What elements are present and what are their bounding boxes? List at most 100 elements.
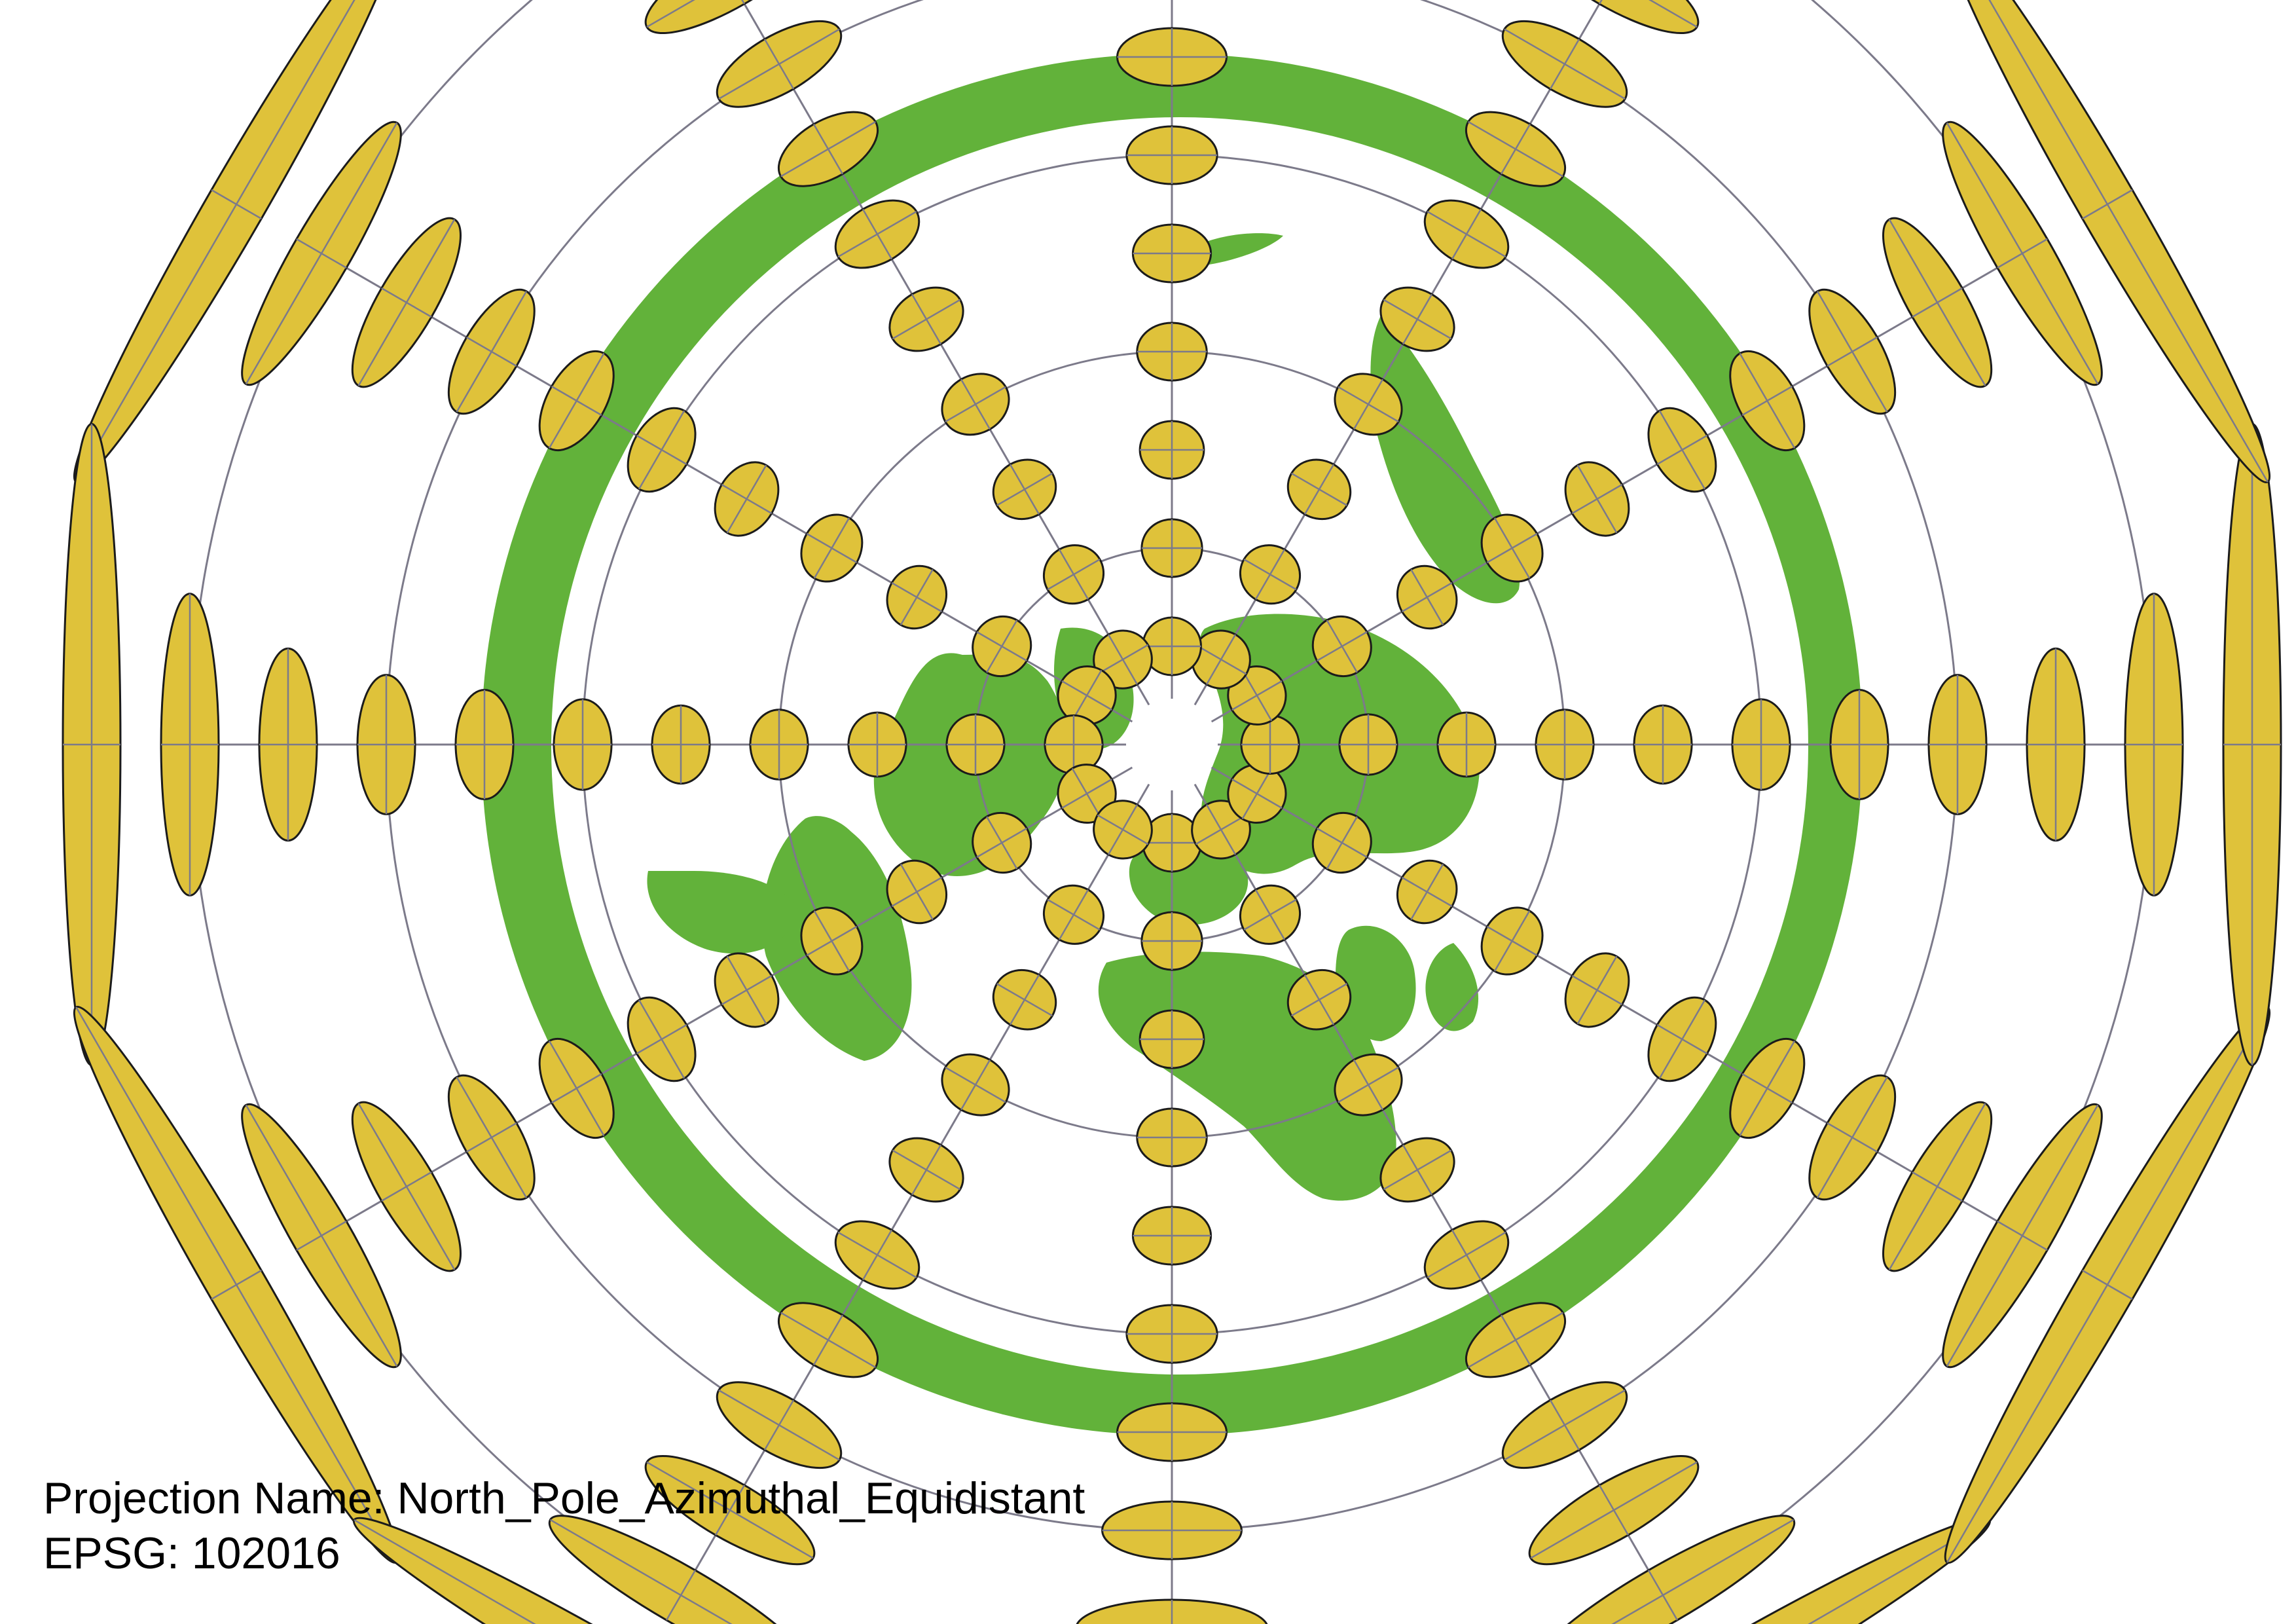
indicatrix-axis-radial — [891, 581, 943, 613]
indicatrix-axis-radial — [1303, 464, 1335, 515]
indicatrix-lat-30-lon150 — [1501, 20, 1628, 108]
indicatrix-lat75-lon60 — [1227, 764, 1287, 824]
indicatrix-lat-15-lon150 — [1465, 111, 1567, 187]
indicatrix-lat45-lon90 — [1436, 711, 1497, 778]
indicatrix-lat-15-lon0 — [1116, 1402, 1228, 1462]
indicatrix-axis-radial — [1571, 974, 1623, 1006]
indicatrix-lat-30-lon120 — [1808, 288, 1897, 415]
indicatrix-lat15-lon330 — [888, 1137, 964, 1203]
indicatrix-lat-30-lon240 — [447, 288, 536, 415]
indicatrix-axis-radial — [636, 434, 687, 466]
indicatrix-axis-radial — [1741, 1073, 1793, 1104]
indicatrix-lat-60-lon330 — [548, 1515, 814, 1624]
indicatrix-lat60-lon240 — [972, 615, 1032, 678]
indicatrix-axis-radial — [862, 1229, 893, 1281]
indicatrix-lat75-lon330 — [1093, 800, 1153, 860]
indicatrix-lat75-lon180 — [1142, 616, 1202, 676]
indicatrix-axis-radial — [1061, 778, 1112, 809]
indicatrix-axis-radial — [1317, 631, 1368, 662]
indicatrix-lat45-lon270 — [847, 711, 907, 778]
indicatrix-axis-radial — [1254, 549, 1286, 600]
indicatrix-ellipse — [73, 0, 400, 484]
indicatrix-axis-radial — [763, 39, 795, 90]
indicatrix-axis-radial — [1231, 778, 1283, 809]
indicatrix-axis-tangential — [354, 1519, 910, 1624]
indicatrix-axis-radial — [211, 189, 262, 220]
indicatrix-axis-radial — [665, 1570, 697, 1621]
indicatrix-lat-60-lon60 — [1942, 1103, 2103, 1369]
indicatrix-lat15-lon60 — [1564, 952, 1630, 1028]
indicatrix-axis-radial — [1058, 889, 1089, 940]
indicatrix-axis-radial — [1912, 287, 1963, 318]
indicatrix-lat15-lon150 — [1379, 286, 1455, 352]
indicatrix-lat60-lon60 — [1311, 811, 1372, 874]
indicatrix-axis-radial — [1486, 532, 1538, 564]
indicatrix-lat-60-lon30 — [1530, 1515, 1796, 1624]
indicatrix-lat-75-lon330 — [352, 1517, 911, 1624]
indicatrix-lat45-lon210 — [992, 458, 1057, 521]
indicatrix-lat-75-lon240 — [73, 0, 400, 484]
indicatrix-lat60-lon90 — [1338, 713, 1398, 776]
indicatrix-axis-radial — [1500, 1314, 1531, 1366]
australia — [1425, 943, 1479, 1031]
indicatrix-axis-radial — [296, 238, 347, 269]
west-land — [647, 871, 799, 954]
indicatrix-axis-radial — [806, 532, 858, 564]
indicatrix-axis-radial — [1231, 680, 1283, 711]
indicatrix-axis-radial — [1647, 1570, 1679, 1621]
indicatrix-lat30-lon90 — [1535, 709, 1595, 781]
indicatrix-lat-75-lon270 — [62, 422, 122, 1067]
indicatrix-lat30-lon330 — [941, 1053, 1010, 1116]
indicatrix-axis-radial — [1009, 464, 1040, 515]
antarctica-outer-ring — [481, 54, 1863, 1435]
indicatrix-lat0-lon300 — [627, 996, 697, 1082]
indicatrix-lat45-lon180 — [1139, 420, 1205, 480]
indicatrix-axis-radial — [211, 1269, 262, 1301]
indicatrix-lat-45-lon30 — [1528, 1454, 1700, 1566]
indicatrix-axis-radial — [1451, 1229, 1482, 1281]
indicatrix-lat30-lon0 — [1136, 1107, 1208, 1168]
indicatrix-lat60-lon300 — [972, 811, 1032, 874]
indicatrix-lat-45-lon120 — [1882, 217, 1993, 388]
indicatrix-lat60-lon120 — [1311, 615, 1372, 678]
indicatrix-lat-60-lon240 — [241, 120, 402, 386]
indicatrix-lat-60-lon300 — [241, 1103, 402, 1369]
indicatrix-axis-radial — [1254, 889, 1286, 940]
indicatrix-lat60-lon270 — [945, 713, 1006, 776]
indicatrix-axis-radial — [911, 1144, 942, 1196]
indicatrix-lat-60-lon90 — [2124, 593, 2184, 896]
indicatrix-axis-radial — [1549, 39, 1580, 90]
indicatrix-axis-radial — [636, 1024, 687, 1055]
indicatrix-lat30-lon180 — [1136, 322, 1208, 382]
indicatrix-lat-75-lon300 — [73, 1005, 400, 1564]
indicatrix-lat45-lon120 — [1396, 564, 1458, 630]
indicatrix-lat0-lon330 — [834, 1220, 920, 1290]
indicatrix-axis-radial — [1656, 434, 1708, 466]
indicatrix-lat60-lon180 — [1140, 518, 1203, 578]
indicatrix-lat15-lon210 — [888, 286, 964, 352]
indicatrix-axis-radial — [381, 287, 432, 318]
indicatrix-lat-30-lon210 — [716, 20, 843, 108]
indicatrix-axis-radial — [812, 123, 844, 175]
indicatrix-lat-30-lon300 — [447, 1074, 536, 1201]
indicatrix-axis-radial — [960, 378, 991, 430]
indicatrix-lat30-lon120 — [1480, 513, 1544, 583]
indicatrix-lat-45-lon270 — [258, 647, 318, 842]
indicatrix-axis-radial — [1997, 1220, 2048, 1251]
tissot-indicatrices — [62, 0, 2282, 1624]
indicatrix-axis-tangential — [1434, 1519, 1990, 1624]
indicatrix-axis-radial — [763, 1399, 795, 1450]
indicatrix-lat30-lon210 — [941, 373, 1010, 436]
indicatrix-lat15-lon90 — [1633, 704, 1693, 785]
indicatrix-lat-45-lon240 — [351, 217, 462, 388]
indicatrix-axis-radial — [466, 1122, 517, 1153]
indicatrix-axis-radial — [1317, 827, 1368, 858]
indicatrix-lat-15-lon210 — [777, 111, 879, 187]
indicatrix-lat0-lon0 — [1125, 1304, 1218, 1364]
indicatrix-lat-30-lon60 — [1808, 1074, 1897, 1201]
indicatrix-axis-radial — [1549, 1399, 1580, 1450]
indicatrix-lat45-lon60 — [1396, 859, 1458, 925]
indicatrix-lat30-lon240 — [800, 513, 864, 583]
indicatrix-axis-radial — [1912, 1171, 1963, 1202]
